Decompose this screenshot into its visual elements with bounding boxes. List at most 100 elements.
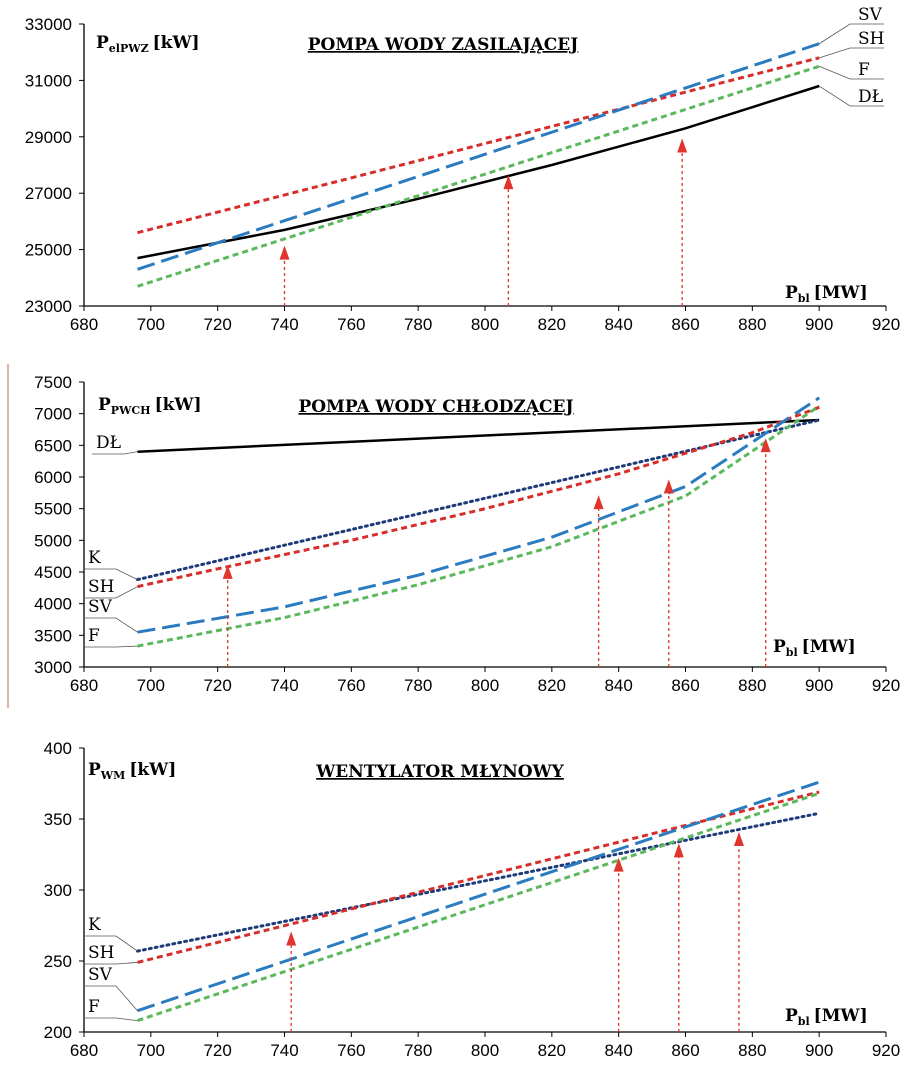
arrow-head <box>760 438 771 453</box>
y-tick-label: 25000 <box>25 241 72 260</box>
y-tick-label: 23000 <box>25 297 72 316</box>
x-tick-label: 780 <box>404 1041 432 1060</box>
x-axis-label-unit: [MW] <box>814 283 868 303</box>
series-line-f <box>137 791 820 1023</box>
x-tick-label: 920 <box>872 676 900 695</box>
x-tick-label: 740 <box>270 315 298 334</box>
series-line-f <box>137 64 820 288</box>
y-axis-label: PelPWZ [kW] <box>96 33 200 55</box>
arrow-head <box>663 479 674 494</box>
y-tick-label: 6000 <box>34 468 72 487</box>
series-line-dł <box>137 418 820 453</box>
legend-leader <box>84 617 138 633</box>
y-tick-label: 7000 <box>34 405 72 424</box>
x-tick-label: 820 <box>538 1041 566 1060</box>
x-tick-label: 740 <box>270 676 298 695</box>
y-tick-label: 5000 <box>34 531 72 550</box>
x-tick-label: 800 <box>471 1041 499 1060</box>
legend-label-k: K <box>88 548 101 568</box>
series-line-sh <box>137 56 820 235</box>
x-tick-label: 820 <box>538 315 566 334</box>
legend-leader <box>84 935 138 952</box>
legend-label-sh: SH <box>858 29 884 49</box>
y-tick-label: 350 <box>44 810 72 829</box>
y-tick-label: 3500 <box>34 626 72 645</box>
legend-label-sv: SV <box>88 965 113 985</box>
series-line-sh <box>137 790 820 964</box>
chart-pump-cooling-water: POMPA WODY CHŁODZĄCEJ PPWCH [kW] Pbl [MW] … <box>34 373 900 695</box>
series-line-sv <box>137 396 821 634</box>
y-tick-label: 31000 <box>25 71 72 90</box>
x-tick-label: 900 <box>805 1041 833 1060</box>
series-line-f <box>137 404 821 648</box>
chart-pump-feedwater: POMPA WODY ZASILAJĄCEJ PelPWZ [kW] Pbl [MW… <box>25 5 900 334</box>
x-tick-label: 720 <box>203 1041 231 1060</box>
chart-title: POMPA WODY CHŁODZĄCEJ <box>298 397 573 417</box>
y-axis-label-sub: elPWZ <box>109 42 149 55</box>
arrow-head <box>613 857 624 872</box>
legend-leader <box>819 65 884 80</box>
y-tick-label: 400 <box>44 739 72 758</box>
legend-leader <box>84 1017 138 1022</box>
x-axis-label-main: P <box>785 1006 798 1026</box>
x-tick-label: 700 <box>137 315 165 334</box>
x-tick-label: 680 <box>70 1041 98 1060</box>
x-tick-label: 680 <box>70 676 98 695</box>
x-tick-label: 780 <box>404 676 432 695</box>
y-tick-label: 4000 <box>34 595 72 614</box>
legend-leader <box>92 451 138 455</box>
y-axis-label-main: P <box>98 395 111 415</box>
x-tick-label: 680 <box>70 315 98 334</box>
legend-label-sh: SH <box>88 577 114 597</box>
legend-label-dł: DŁ <box>858 87 883 107</box>
y-tick-label: 300 <box>44 881 72 900</box>
x-axis-label: Pbl [MW] <box>785 283 868 305</box>
arrow-head <box>677 138 688 153</box>
legend-leader <box>818 85 884 107</box>
chart-mill-fan: WENTYLATOR MŁYNOWY PWM [kW] Pbl [MW] 680 70… <box>44 739 901 1060</box>
y-tick-label: 200 <box>44 1023 72 1042</box>
legend-leader <box>818 23 884 45</box>
chart-title: POMPA WODY ZASILAJĄCEJ <box>308 35 579 55</box>
x-axis-label-main: P <box>773 637 786 657</box>
series-line-k <box>136 418 821 582</box>
legend-label-k: K <box>88 915 101 935</box>
x-tick-label: 920 <box>872 1041 900 1060</box>
y-axis-label-unit: [kW] <box>129 760 176 780</box>
x-tick-label: 880 <box>738 315 766 334</box>
legend-label-sv: SV <box>858 5 883 25</box>
y-tick-label: 3000 <box>34 658 72 677</box>
y-tick-label: 7500 <box>34 373 72 392</box>
series-line-k <box>136 811 821 953</box>
x-tick-label: 920 <box>872 315 900 334</box>
x-tick-label: 760 <box>337 676 365 695</box>
arrow-head <box>733 832 744 847</box>
legend-leader <box>84 962 138 965</box>
y-axis-label: PWM [kW] <box>88 760 176 782</box>
legend-leader <box>819 47 884 59</box>
y-axis-label-sub: PWCH <box>111 404 151 417</box>
y-tick-label: 27000 <box>25 184 72 203</box>
y-tick-label: 29000 <box>25 128 72 147</box>
legend-label-sh: SH <box>88 943 114 963</box>
x-tick-label: 820 <box>538 676 566 695</box>
legend-label-f: F <box>88 626 100 646</box>
x-tick-label: 700 <box>137 676 165 695</box>
legend-label-sv: SV <box>88 597 113 617</box>
x-tick-label: 740 <box>270 1041 298 1060</box>
series-line-sh <box>137 405 820 589</box>
y-tick-label: 33000 <box>25 15 72 34</box>
x-axis-label: Pbl [MW] <box>785 1006 868 1028</box>
x-axis-label: Pbl [MW] <box>773 637 856 659</box>
x-tick-label: 760 <box>337 1041 365 1060</box>
x-tick-label: 780 <box>404 315 432 334</box>
arrow-head <box>673 843 684 858</box>
arrow-head <box>593 495 604 510</box>
legend-label-f: F <box>858 60 870 80</box>
legend-leader <box>84 568 138 580</box>
x-tick-label: 700 <box>137 1041 165 1060</box>
x-axis-label-sub: bl <box>798 1015 810 1028</box>
series-line-sv <box>137 780 820 1013</box>
x-tick-label: 720 <box>203 676 231 695</box>
